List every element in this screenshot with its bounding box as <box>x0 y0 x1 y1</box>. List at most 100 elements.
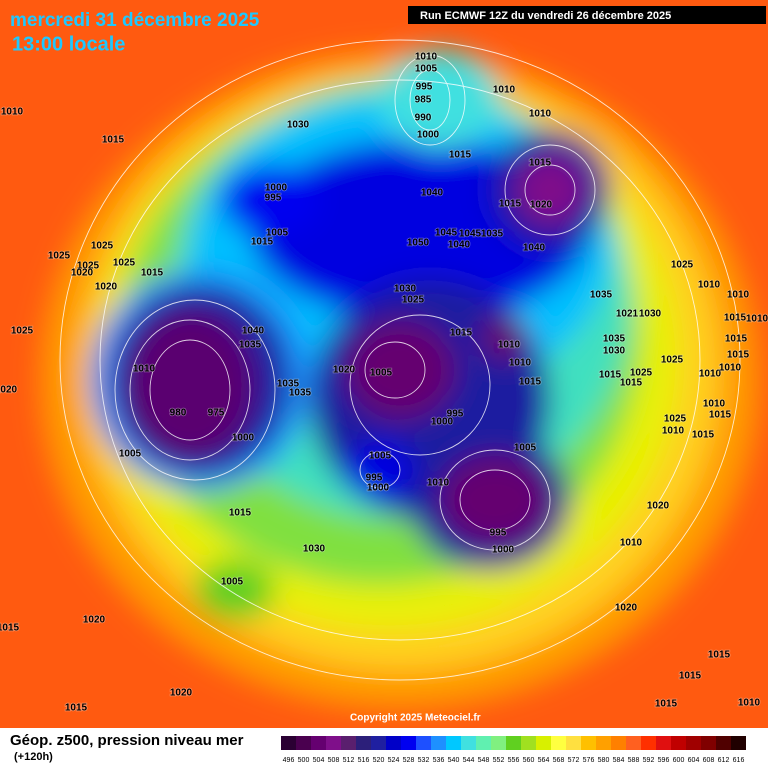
isobar-label: 1025 <box>11 326 34 337</box>
isobar-label: 1025 <box>402 295 425 306</box>
color-swatch <box>431 736 446 750</box>
isobar-label: 1005 <box>415 64 438 75</box>
isobar-label: 1000 <box>417 130 440 141</box>
colorbar-label: 528 <box>403 757 415 764</box>
color-swatch <box>416 736 431 750</box>
isobar-label: 1040 <box>523 243 546 254</box>
isobar-label: 1010 <box>699 369 722 380</box>
color-swatch <box>731 736 746 750</box>
colorbar-label: 520 <box>373 757 385 764</box>
color-swatch <box>311 736 326 750</box>
isobar-label: 1010 <box>620 538 643 549</box>
isobar-label: 1040 <box>448 240 471 251</box>
isobar-label: 1010 <box>698 280 721 291</box>
color-swatch <box>446 736 461 750</box>
isobar-label: 1010 <box>727 290 750 301</box>
colorbar-label: 568 <box>553 757 565 764</box>
colorbar-label: 612 <box>718 757 730 764</box>
isobar-label: 1035 <box>590 290 613 301</box>
color-swatch <box>506 736 521 750</box>
color-swatch <box>521 736 536 750</box>
color-swatch <box>401 736 416 750</box>
color-swatch <box>626 736 641 750</box>
colorbar-label: 592 <box>643 757 655 764</box>
isobar-label: 995 <box>265 193 282 204</box>
isobar-label: 1021 <box>616 309 639 320</box>
colorbar-label: 500 <box>298 757 310 764</box>
isobar-label: 1005 <box>119 449 142 460</box>
isobar-label: 1010 <box>133 364 156 375</box>
colorbar-label: 608 <box>703 757 715 764</box>
colorbar-label: 536 <box>433 757 445 764</box>
color-swatch <box>596 736 611 750</box>
isobar-label: 1010 <box>1 107 24 118</box>
run-info: Run ECMWF 12Z du vendredi 26 décembre 20… <box>420 10 671 22</box>
isobar-label: 1025 <box>91 241 114 252</box>
colorbar-label: 560 <box>523 757 535 764</box>
colorbar-label: 532 <box>418 757 430 764</box>
isobar-label: 1020 <box>95 282 118 293</box>
isobar-label: 1035 <box>277 379 300 390</box>
isobar-label: 1015 <box>65 703 88 714</box>
colorbar-label: 552 <box>493 757 505 764</box>
color-swatch <box>686 736 701 750</box>
isobar-label: 1010 <box>498 340 521 351</box>
colorbar-label: 596 <box>658 757 670 764</box>
colorbar-label: 508 <box>328 757 340 764</box>
isobar-label: 1015 <box>141 268 164 279</box>
isobar-label: 1015 <box>449 150 472 161</box>
isobar-label: 1010 <box>415 52 438 63</box>
colorbar-label: 564 <box>538 757 550 764</box>
color-swatch <box>326 736 341 750</box>
isobar-label: 1000 <box>492 545 515 556</box>
run-box <box>408 6 766 24</box>
isobar-label: 1015 <box>679 671 702 682</box>
isobar-label: 1030 <box>603 346 626 357</box>
isobar-label: 1010 <box>662 426 685 437</box>
isobar-label: 1040 <box>242 326 265 337</box>
isobar-label: 1010 <box>746 314 768 325</box>
isobar-label: 1020 <box>71 268 94 279</box>
color-swatch <box>536 736 551 750</box>
isobar-label: 1010 <box>738 698 761 709</box>
isobar-label: 1005 <box>370 368 393 379</box>
isobar-label: 1010 <box>493 85 516 96</box>
colorbar-label: 504 <box>313 757 325 764</box>
color-swatch <box>656 736 671 750</box>
isobar-labels: 1010101510301010100599598599010001010101… <box>0 51 768 715</box>
color-swatch <box>296 736 311 750</box>
color-swatch <box>566 736 581 750</box>
isobar-label: 995 <box>490 528 507 539</box>
isobar-label: 1030 <box>639 309 662 320</box>
color-swatch <box>491 736 506 750</box>
color-swatch <box>641 736 656 750</box>
isobar-label: 1025 <box>661 355 684 366</box>
lead-time: (+120h) <box>14 751 53 763</box>
isobar-label: 1015 <box>725 334 748 345</box>
isobar-label: 1030 <box>303 544 326 555</box>
isobar-label: 1015 <box>655 699 678 710</box>
color-swatch <box>386 736 401 750</box>
isobar-label: 1045 <box>435 228 458 239</box>
color-swatch <box>476 736 491 750</box>
isobar-label: 1010 <box>427 478 450 489</box>
color-swatch <box>551 736 566 750</box>
isobar-label: 990 <box>415 113 432 124</box>
isobar-label: 1025 <box>113 258 136 269</box>
isobar-label: 1035 <box>481 229 504 240</box>
isobar-label: 1035 <box>239 340 262 351</box>
color-swatch <box>581 736 596 750</box>
isobar-label: 1020 <box>170 688 193 699</box>
field <box>0 0 768 728</box>
isobar-label: 1015 <box>599 370 622 381</box>
color-swatch <box>371 736 386 750</box>
isobar-label: 1020 <box>615 603 638 614</box>
isobar-label: 1025 <box>48 251 71 262</box>
color-swatch <box>461 736 476 750</box>
isobar-label: 1000 <box>232 433 255 444</box>
colorbar-label: 516 <box>358 757 370 764</box>
isobar-label: 1015 <box>229 508 252 519</box>
colorbar-label: 512 <box>343 757 355 764</box>
isobar-label: 1020 <box>83 615 106 626</box>
isobar-label: 1005 <box>266 228 289 239</box>
